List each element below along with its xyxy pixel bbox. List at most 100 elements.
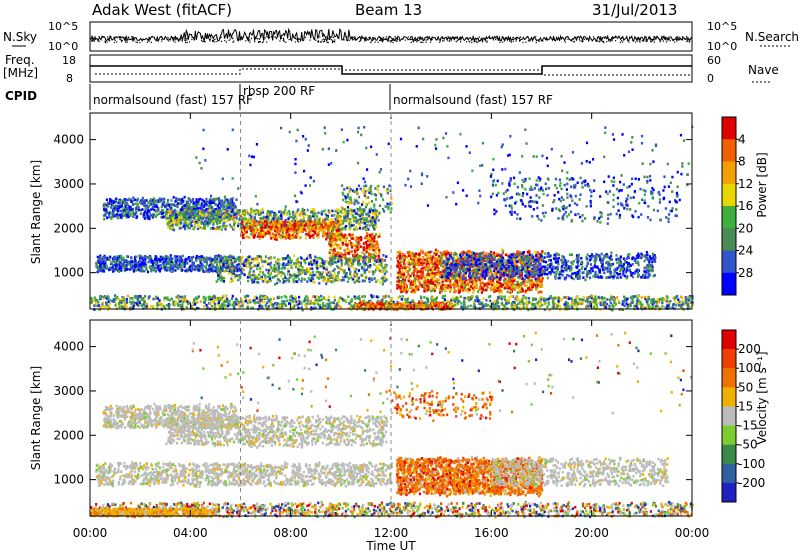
noise-search-point <box>170 39 171 40</box>
heatmap-cell <box>194 222 196 225</box>
heatmap-cell <box>191 220 193 223</box>
heatmap-cell <box>193 201 195 204</box>
noise-search-point <box>95 36 96 37</box>
heatmap-cell <box>190 259 192 262</box>
noise-search-point <box>269 37 270 38</box>
heatmap-cell <box>267 210 269 213</box>
heatmap-cell <box>172 263 174 266</box>
heatmap-cell <box>131 267 133 270</box>
heatmap-cell <box>306 214 308 217</box>
noise-search-point <box>366 38 367 39</box>
heatmap-cell <box>313 226 315 229</box>
heatmap-cell <box>211 258 213 261</box>
heatmap-cell <box>203 270 205 273</box>
heatmap-cell <box>305 237 307 240</box>
heatmap-cell <box>269 263 271 266</box>
heatmap-cell <box>359 224 361 227</box>
heatmap-cell <box>136 269 138 272</box>
heatmap-cell <box>347 280 349 283</box>
noise-search-point <box>485 38 486 39</box>
heatmap-cell <box>221 204 223 207</box>
heatmap-cell <box>368 270 370 273</box>
heatmap-cell <box>166 262 168 265</box>
heatmap-cell <box>227 206 229 209</box>
heatmap-cell <box>254 213 256 216</box>
noise-search-point <box>665 39 666 40</box>
heatmap-cell <box>233 227 235 230</box>
heatmap-cell <box>384 280 386 283</box>
heatmap-cell <box>372 273 374 276</box>
noise-search-point <box>128 37 129 38</box>
noise-search-point <box>455 38 456 39</box>
noise-search-point <box>589 39 590 40</box>
heatmap-cell <box>181 199 183 202</box>
noise-search-point <box>515 40 516 41</box>
noise-search-point <box>598 37 599 38</box>
heatmap-cell <box>307 255 309 258</box>
noise-search-point <box>628 40 629 41</box>
heatmap-cell <box>170 254 172 257</box>
heatmap-cell <box>291 236 293 239</box>
heatmap-cell <box>299 214 301 217</box>
noise-search-point <box>374 41 375 42</box>
noise-search-point <box>202 41 203 42</box>
heatmap-cell <box>119 200 121 203</box>
heatmap-cell <box>361 267 363 270</box>
noise-right-tick-bottom: 10^0 <box>707 40 737 53</box>
heatmap-cell <box>190 209 192 212</box>
noise-search-point <box>263 39 264 40</box>
noise-search-point <box>531 38 532 39</box>
heatmap-cell <box>264 235 266 238</box>
heatmap-cell <box>365 241 367 244</box>
noise-search-point <box>187 42 188 43</box>
heatmap-cell <box>246 231 248 234</box>
noise-search-point <box>469 41 470 42</box>
heatmap-cell <box>218 202 220 205</box>
heatmap-cell <box>282 229 284 232</box>
heatmap-cell <box>141 200 143 203</box>
noise-search-point <box>645 37 646 38</box>
heatmap-cell <box>326 233 328 236</box>
heatmap-cell <box>353 273 355 276</box>
heatmap-cell <box>242 217 244 220</box>
heatmap-cell <box>291 216 293 219</box>
heatmap-cell <box>212 201 214 204</box>
heatmap-cell <box>155 201 157 204</box>
noise-search-point <box>396 39 397 40</box>
heatmap-cell <box>284 224 286 227</box>
heatmap-cell <box>165 217 167 220</box>
heatmap-cell <box>312 222 314 225</box>
heatmap-cell <box>312 211 314 214</box>
heatmap-cell <box>423 267 425 270</box>
noise-search-point <box>323 38 324 39</box>
heatmap-cell <box>324 209 326 212</box>
noise-search-point <box>499 39 500 40</box>
heatmap-cell <box>229 214 231 217</box>
heatmap-cell <box>179 261 181 264</box>
noise-search-point <box>184 38 185 39</box>
heatmap-cell <box>223 270 225 273</box>
heatmap-cell <box>331 218 333 221</box>
heatmap-cell <box>103 218 105 221</box>
noise-search-point <box>305 37 306 38</box>
heatmap-cell <box>342 276 344 279</box>
heatmap-cell <box>337 278 339 281</box>
noise-search-point <box>613 38 614 39</box>
heatmap-cell <box>222 225 224 228</box>
noise-search-point <box>582 41 583 42</box>
heatmap-cell <box>150 270 152 273</box>
noise-search-point <box>592 40 593 41</box>
heatmap-cell <box>219 221 221 224</box>
heatmap-cell <box>167 222 169 225</box>
noise-search-point <box>620 42 621 43</box>
heatmap-cell <box>201 227 203 230</box>
heatmap-cell <box>293 217 295 220</box>
heatmap-cell <box>378 212 380 215</box>
heatmap-cell <box>201 222 203 225</box>
heatmap-cell <box>187 204 189 207</box>
noise-search-point <box>396 41 397 42</box>
heatmap-cell <box>228 216 230 219</box>
heatmap-cell <box>217 214 219 217</box>
heatmap-cell <box>139 269 141 272</box>
heatmap-cell <box>175 213 177 216</box>
